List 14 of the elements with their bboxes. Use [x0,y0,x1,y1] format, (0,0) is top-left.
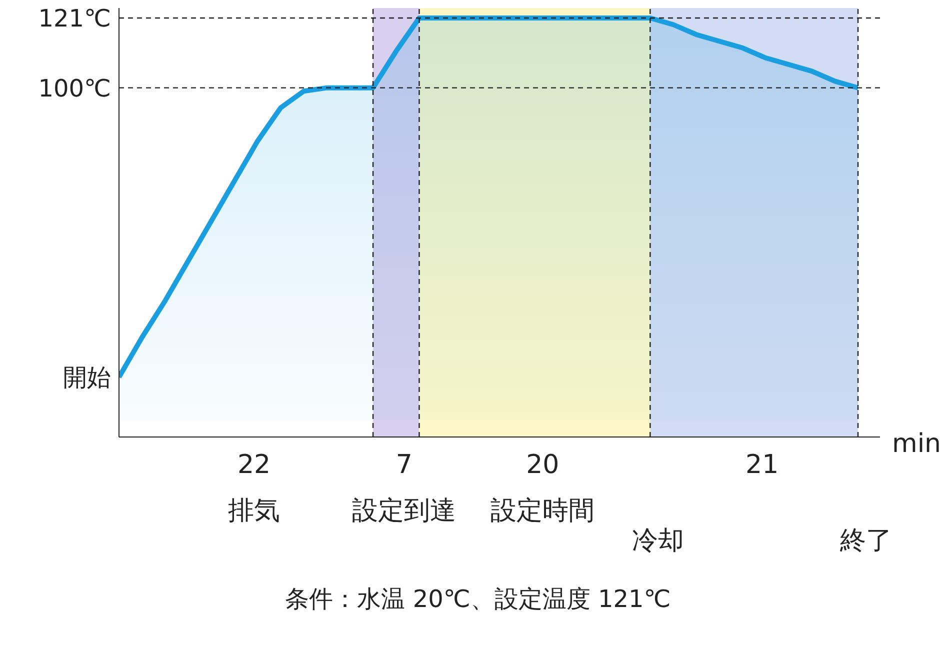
text: 排気 [228,495,280,527]
text: 7 [396,449,412,481]
y-tick-label: 開始 [63,364,111,392]
text: 22 [237,449,271,481]
text: 条件：水温 20℃、設定温度 121℃ [284,584,672,615]
text: 終了 [840,525,892,557]
y-tick-label: 100℃ [38,74,111,102]
text: 設定到達 [352,495,456,527]
text: 冷却 [632,525,684,557]
x-axis-title: min [892,429,940,459]
y-tick-label: 121℃ [38,4,111,32]
text: 20 [526,449,560,481]
text: 設定時間 [490,495,595,527]
text: 21 [746,449,779,481]
